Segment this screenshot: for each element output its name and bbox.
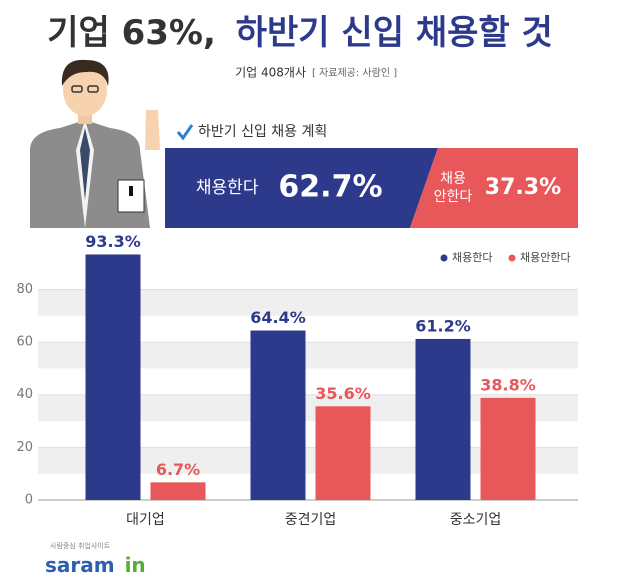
title: 기업 63%, 하반기 신입 채용할 것 [47,13,553,53]
subtitle: 기업 408개사 [235,66,306,80]
bar-value-label: 38.8% [480,375,536,394]
bar-value-label: 64.4% [250,308,306,327]
legend-label: 채용안한다 [520,251,571,264]
bar [150,482,206,500]
x-tick-label: 대기업 [126,512,165,528]
x-tick-label: 중견기업 [285,512,337,528]
bar [315,406,371,500]
title-part: 기업 63%, [47,13,216,53]
y-tick-label: 80 [16,282,33,297]
summary-label: 채용한다 [196,178,259,198]
y-tick-label: 40 [16,387,33,402]
summary-value-label: 37.3% [485,175,561,200]
summary-label-line: 안한다 [434,189,473,205]
brand-name: saram [45,553,115,577]
bar-value-label: 61.2% [415,316,471,335]
check-icon [176,124,194,141]
legend-swatch [440,254,448,262]
bar [415,338,471,500]
summary-value-label: 62.7% [278,170,382,205]
summary-segment [409,148,578,228]
brand-tagline: 사람중심 취업사이트 [50,541,111,550]
y-tick-label: 0 [25,493,33,508]
bar-value-label: 35.6% [315,384,371,403]
legend-label: 채용한다 [452,251,492,264]
summary-title: 하반기 신입 채용 계획 [198,124,327,140]
bar [480,397,536,500]
bar-value-label: 6.7% [156,460,200,479]
brand-logo: saram in [45,553,146,577]
person-illustration [30,59,160,228]
x-tick-label: 중소기업 [450,512,502,528]
bar-value-label: 93.3% [85,232,141,251]
summary-label-line: 채용 [440,171,466,187]
y-tick-label: 20 [16,440,33,455]
legend-swatch [508,254,516,262]
brand-name: in [125,553,146,577]
title-part: 하반기 신입 채용할 것 [236,13,553,53]
bar [250,330,306,500]
bar [85,254,141,500]
source: [ 자료제공: 사람인 ] [312,66,397,79]
y-tick-label: 60 [16,335,33,350]
summary-segment [165,148,438,228]
